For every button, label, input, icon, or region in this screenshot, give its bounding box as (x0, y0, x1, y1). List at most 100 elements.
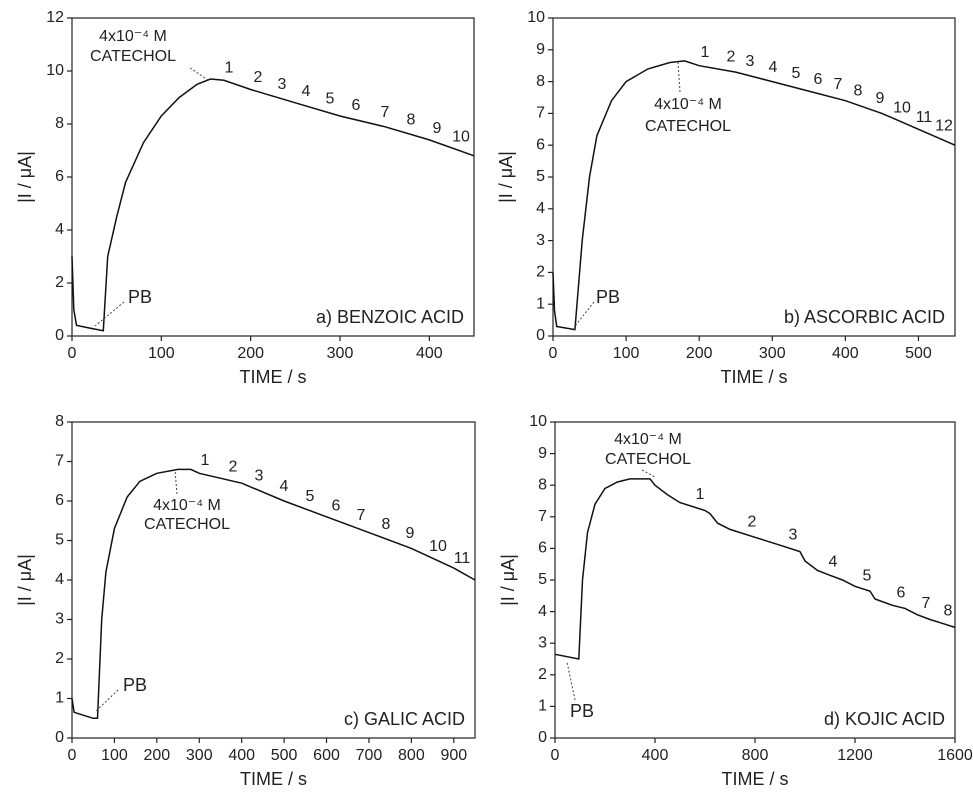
x-tick-label: 100 (101, 747, 128, 764)
x-tick-label: 1200 (837, 747, 873, 764)
step-label: 8 (407, 112, 416, 129)
step-label: 6 (814, 71, 823, 88)
baseline-label: PB (596, 287, 620, 307)
y-tick-label: 6 (55, 492, 64, 509)
y-tick-label: 12 (46, 9, 64, 26)
y-tick-label: 1 (538, 698, 547, 715)
baseline-leader (94, 689, 119, 713)
step-label: 9 (876, 90, 885, 107)
y-tick-label: 2 (55, 650, 64, 667)
y-tick-label: 5 (538, 571, 547, 588)
x-tick-label: 400 (832, 345, 859, 362)
x-tick-label: 400 (228, 747, 255, 764)
step-label: 9 (406, 525, 415, 542)
x-tick-label: 800 (398, 747, 425, 764)
catechol-label: 4x10⁻⁴ M (99, 28, 167, 45)
step-label: 6 (352, 97, 361, 114)
step-label: 5 (306, 488, 315, 505)
step-label: 1 (701, 44, 710, 61)
baseline-leader (94, 301, 125, 327)
y-tick-label: 10 (529, 413, 547, 430)
x-tick-label: 800 (742, 747, 769, 764)
catechol-label: 4x10⁻⁴ M (654, 96, 722, 113)
catechol-leader (174, 469, 178, 495)
x-tick-label: 600 (313, 747, 340, 764)
panel-label: a) BENZOIC ACID (316, 307, 464, 327)
x-axis-title: TIME / s (721, 367, 788, 387)
baseline-label: PB (123, 675, 147, 695)
x-tick-label: 500 (271, 747, 298, 764)
x-tick-label: 0 (68, 747, 77, 764)
y-tick-label: 4 (538, 603, 547, 620)
y-tick-label: 0 (55, 327, 64, 344)
x-axis-title: TIME / s (722, 769, 789, 789)
step-label: 2 (748, 514, 757, 531)
step-label: 3 (278, 76, 287, 93)
y-tick-label: 9 (538, 445, 547, 462)
x-tick-label: 200 (686, 345, 713, 362)
y-tick-label: 2 (55, 274, 64, 291)
y-axis-title: |I / μA| (496, 151, 516, 203)
x-tick-label: 900 (440, 747, 467, 764)
panel-label: c) GALIC ACID (344, 709, 465, 729)
step-label: 6 (897, 585, 906, 602)
step-label: 4 (280, 478, 289, 495)
y-tick-label: 8 (536, 73, 545, 90)
y-axis-title: |I / μA| (15, 151, 35, 203)
x-tick-label: 0 (551, 747, 560, 764)
y-tick-label: 2 (538, 666, 547, 683)
x-tick-label: 500 (905, 345, 932, 362)
y-tick-label: 0 (538, 729, 547, 746)
x-tick-label: 400 (416, 345, 443, 362)
panel-label: b) ASCORBIC ACID (784, 307, 945, 327)
step-label: 8 (854, 82, 863, 99)
y-tick-label: 8 (538, 476, 547, 493)
y-tick-label: 5 (55, 532, 64, 549)
y-tick-label: 8 (55, 115, 64, 132)
x-axis-title: TIME / s (240, 367, 307, 387)
step-label: 1 (225, 59, 234, 76)
y-tick-label: 6 (55, 168, 64, 185)
x-tick-label: 700 (356, 747, 383, 764)
x-tick-label: 300 (327, 345, 354, 362)
step-label: 5 (863, 567, 872, 584)
catechol-label: CATECHOL (645, 118, 731, 135)
step-label: 7 (357, 507, 366, 524)
step-label: 7 (922, 595, 931, 612)
y-tick-label: 7 (538, 508, 547, 525)
catechol-label: CATECHOL (90, 48, 176, 65)
catechol-label: CATECHOL (605, 451, 691, 468)
step-label: 4 (302, 83, 311, 100)
baseline-label: PB (128, 287, 152, 307)
catechol-label: 4x10⁻⁴ M (614, 431, 682, 448)
step-label: 12 (935, 118, 953, 135)
step-label: 8 (944, 602, 953, 619)
current-trace (552, 60, 956, 331)
step-label: 8 (382, 516, 391, 533)
current-trace (554, 478, 956, 660)
catechol-leader (677, 61, 681, 93)
step-label: 7 (381, 104, 390, 121)
step-label: 4 (769, 59, 778, 76)
y-tick-label: 0 (536, 327, 545, 344)
x-axis-title: TIME / s (240, 769, 307, 789)
step-label: 2 (229, 458, 238, 475)
x-tick-label: 400 (642, 747, 669, 764)
step-label: 10 (452, 128, 470, 145)
plot-frame (554, 421, 956, 739)
step-label: 3 (789, 527, 798, 544)
step-label: 9 (433, 120, 442, 137)
x-tick-label: 200 (237, 345, 264, 362)
step-label: 7 (834, 76, 843, 93)
y-tick-label: 7 (536, 105, 545, 122)
y-tick-label: 6 (536, 136, 545, 153)
current-trace (71, 468, 476, 720)
x-tick-label: 100 (148, 345, 175, 362)
step-label: 11 (916, 109, 933, 126)
x-tick-label: 300 (759, 345, 786, 362)
x-tick-label: 300 (186, 747, 213, 764)
catechol-label: CATECHOL (144, 516, 230, 533)
baseline-label: PB (570, 701, 594, 721)
